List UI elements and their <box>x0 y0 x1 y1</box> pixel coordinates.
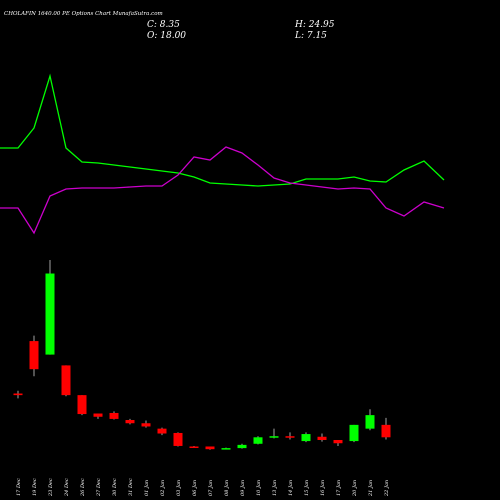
x-tick-label: 14 Jan <box>288 480 294 496</box>
x-tick-label: 15 Jan <box>304 480 310 496</box>
candle <box>253 436 263 445</box>
x-tick-label: 02 Jan <box>160 480 166 496</box>
candle-body-up <box>349 424 359 442</box>
candle-body-down <box>109 412 119 419</box>
candle-body-down <box>77 395 87 415</box>
candle <box>301 432 311 443</box>
candle-body-up <box>45 273 55 355</box>
candle-body-down <box>173 432 183 446</box>
candle-body-up <box>253 437 263 444</box>
x-tick-label: 24 Dec <box>64 478 70 497</box>
candle <box>237 443 247 449</box>
candle <box>29 335 39 377</box>
low-label: L: 7.15 <box>294 31 327 41</box>
candle-body-up <box>365 415 375 429</box>
candle-body-down <box>189 446 199 448</box>
x-tick-label: 10 Jan <box>256 480 262 496</box>
candle-body-down <box>285 436 295 438</box>
x-tick-label: 06 Jan <box>192 480 198 496</box>
candle <box>125 418 135 425</box>
magenta-indicator-line <box>0 146 445 235</box>
green-indicator-line <box>0 73 445 187</box>
high-label: H: 24.95 <box>294 20 335 30</box>
candle-body-up <box>301 434 311 442</box>
x-tick-label: 09 Jan <box>240 480 246 496</box>
x-tick-label: 13 Jan <box>272 480 278 496</box>
close-label: C: 8.35 <box>147 20 180 30</box>
candle-body-down <box>157 428 167 434</box>
x-tick-label: 21 Jan <box>368 480 374 497</box>
candlestick-series <box>13 260 391 450</box>
candle <box>365 409 375 431</box>
candle-body-up <box>237 444 247 449</box>
candle-body-down <box>13 393 23 396</box>
candle-body-down <box>317 436 327 440</box>
candle-body-up <box>221 448 231 450</box>
candle-body-down <box>381 424 391 438</box>
x-tick-label: 27 Dec <box>96 478 102 497</box>
x-tick-label: 31 Dec <box>128 478 134 496</box>
x-tick-label: 03 Jan <box>176 480 182 496</box>
x-tick-label: 01 Jan <box>144 480 150 496</box>
x-tick-label: 17 Dec <box>16 478 22 496</box>
candle <box>141 420 151 428</box>
candle-body-down <box>333 440 343 444</box>
x-tick-label: 26 Dec <box>80 478 86 497</box>
candle <box>205 446 215 450</box>
open-label: O: 18.00 <box>147 31 186 41</box>
candle <box>317 433 327 442</box>
candle <box>45 260 55 355</box>
x-tick-label: 19 Dec <box>32 478 38 496</box>
candle-body-down <box>205 446 215 450</box>
indicator-lines <box>0 73 445 235</box>
candle-body-down <box>61 365 71 396</box>
x-tick-label: 22 Jan <box>384 480 390 497</box>
x-tick-label: 23 Dec <box>48 478 54 497</box>
candle-body-up <box>269 436 279 438</box>
candle-body-down <box>125 420 135 424</box>
x-tick-label: 16 Jan <box>320 480 326 496</box>
candle <box>221 447 231 450</box>
candle <box>333 440 343 446</box>
candle-body-down <box>141 423 151 427</box>
candle <box>77 395 87 416</box>
candle-body-down <box>93 413 103 417</box>
candle <box>93 413 103 419</box>
candle <box>381 417 391 440</box>
x-tick-label: 08 Jan <box>224 480 230 496</box>
candle <box>269 428 279 439</box>
candle <box>285 432 295 440</box>
candle <box>349 424 359 443</box>
x-tick-label: 17 Jan <box>336 480 342 496</box>
candle <box>189 445 199 448</box>
candle <box>109 411 119 420</box>
x-tick-label: 30 Dec <box>112 478 118 496</box>
x-tick-label: 20 Jan <box>352 480 358 497</box>
x-tick-label: 07 Jan <box>208 480 214 496</box>
chart-title: CHOLAFIN 1640.00 PE Options Chart Munafa… <box>4 11 163 17</box>
candle-body-down <box>29 341 39 370</box>
x-axis-tick-labels: 17 Dec 19 Dec 23 Dec 24 Dec 26 Dec 27 Dec 30 D… <box>16 478 390 497</box>
candle <box>61 365 71 397</box>
candle <box>157 427 167 436</box>
candle <box>173 432 183 447</box>
candle <box>13 390 23 399</box>
